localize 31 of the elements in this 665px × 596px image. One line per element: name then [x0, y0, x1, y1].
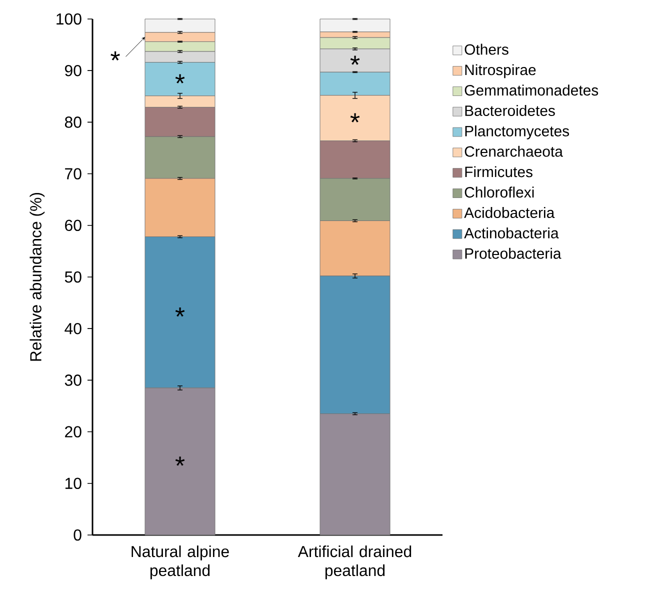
annotation: * — [350, 56, 360, 65]
legend-label: Acidobacteria — [464, 207, 555, 218]
legend-label: Nitrospirae — [465, 64, 536, 78]
y-tick-label: 80 — [64, 116, 82, 128]
legend-label: Crenarchaeota — [464, 146, 563, 157]
y-axis-title: Relative abundance (%) — [30, 192, 45, 361]
legend-label: Gemmatimonadetes — [464, 84, 598, 96]
legend-label: Firmicutes — [465, 166, 532, 178]
legend-label: Chloroflexi — [464, 186, 534, 198]
x-tick-label: Artificial drained peatland — [298, 546, 412, 580]
y-tick-label: 70 — [65, 168, 82, 180]
y-tick-label: 60 — [65, 220, 82, 232]
legend-label: Planctomycetes — [465, 125, 570, 140]
y-tick-label: 30 — [64, 374, 82, 386]
y-tick-label: 50 — [64, 271, 82, 283]
y-tick-label: 90 — [65, 64, 82, 76]
legend-label: Actinobacteria — [464, 227, 559, 238]
annotation: * — [175, 308, 185, 317]
legend-label: Others — [464, 44, 508, 55]
y-tick-label: 100 — [56, 13, 82, 25]
annotation: * — [175, 74, 185, 84]
annotation: * — [350, 113, 360, 122]
y-tick-label: 10 — [65, 478, 82, 490]
annotation: * — [175, 456, 185, 466]
annotation: * — [110, 51, 120, 60]
y-tick-label: 20 — [65, 426, 82, 438]
y-tick-label: 0 — [74, 529, 82, 541]
x-tick-label: Natural alpine peatland — [132, 546, 229, 580]
legend-label: Proteobacteria — [465, 248, 562, 259]
legend-label: Bacteroidetes — [465, 105, 555, 116]
y-tick-label: 40 — [64, 322, 82, 334]
